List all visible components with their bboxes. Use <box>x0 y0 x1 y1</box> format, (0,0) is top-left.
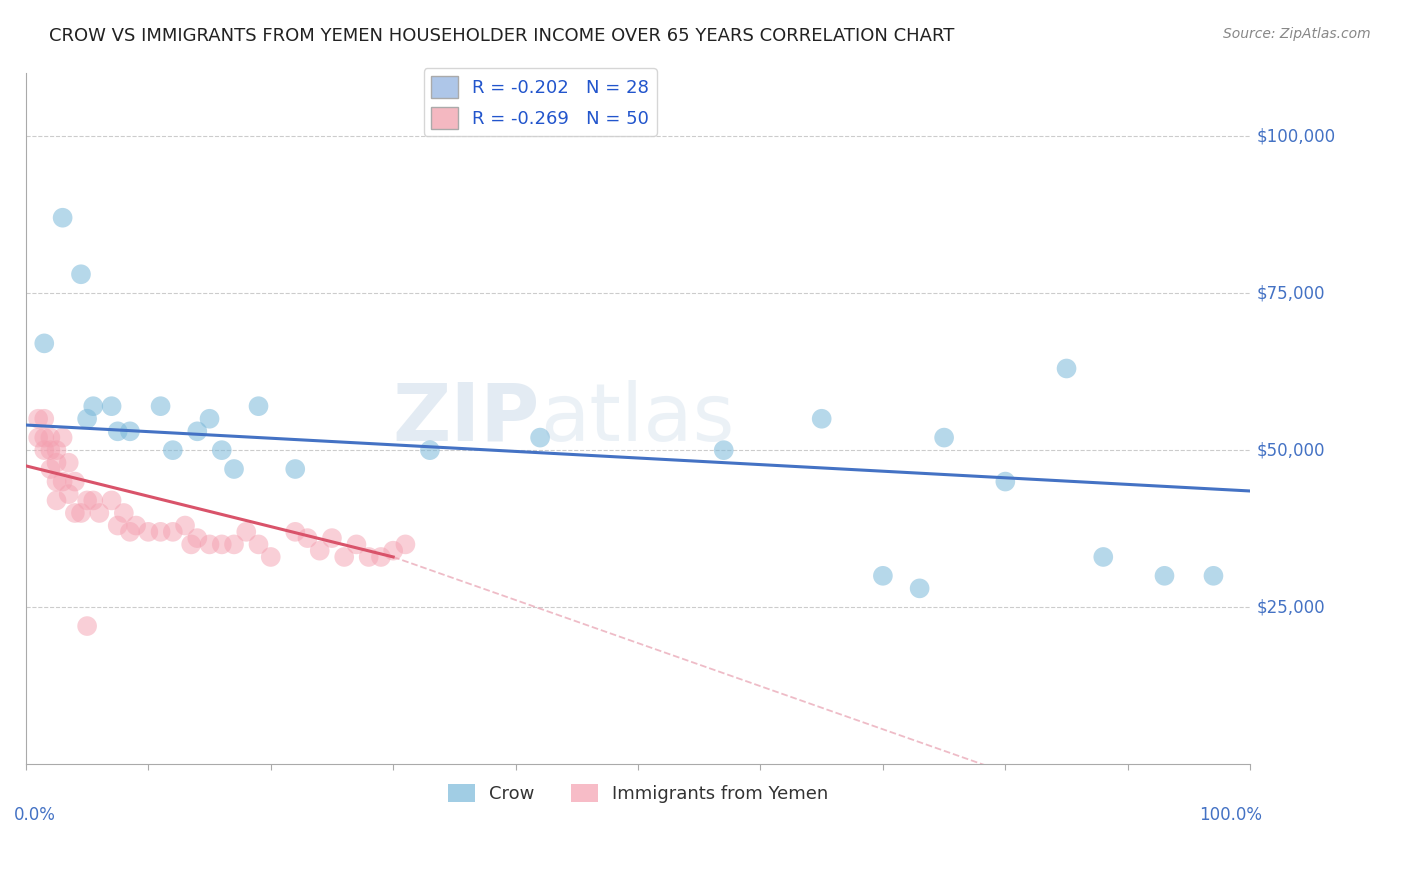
Point <box>162 443 184 458</box>
Point <box>27 431 49 445</box>
Point <box>118 524 141 539</box>
Point <box>32 431 55 445</box>
Point <box>100 493 122 508</box>
Point <box>45 475 67 489</box>
Point <box>27 411 49 425</box>
Text: atlas: atlas <box>540 380 734 458</box>
Point <box>186 531 208 545</box>
Point <box>63 506 86 520</box>
Text: CROW VS IMMIGRANTS FROM YEMEN HOUSEHOLDER INCOME OVER 65 YEARS CORRELATION CHART: CROW VS IMMIGRANTS FROM YEMEN HOUSEHOLDE… <box>49 27 955 45</box>
Point <box>107 425 129 439</box>
Point <box>70 267 93 281</box>
Point <box>872 569 894 583</box>
Point <box>112 506 135 520</box>
Point <box>308 543 330 558</box>
Text: $50,000: $50,000 <box>1257 442 1324 459</box>
Point <box>198 537 221 551</box>
Point <box>321 531 343 545</box>
Point <box>52 431 75 445</box>
Point <box>136 524 159 539</box>
Point <box>45 493 67 508</box>
Point <box>810 411 832 425</box>
Point <box>162 524 184 539</box>
Point <box>394 537 416 551</box>
Point <box>45 443 67 458</box>
Text: Source: ZipAtlas.com: Source: ZipAtlas.com <box>1223 27 1371 41</box>
Point <box>149 524 172 539</box>
Point <box>247 537 270 551</box>
Text: $100,000: $100,000 <box>1257 127 1336 145</box>
Point <box>333 549 356 564</box>
Point <box>39 443 62 458</box>
Point <box>32 336 55 351</box>
Point <box>52 475 75 489</box>
Point <box>52 211 75 225</box>
Point <box>125 518 148 533</box>
Point <box>32 411 55 425</box>
Text: $25,000: $25,000 <box>1257 599 1324 616</box>
Point <box>247 399 270 413</box>
Point <box>198 411 221 425</box>
Point <box>932 431 955 445</box>
Point <box>419 443 441 458</box>
Point <box>70 506 93 520</box>
Point <box>284 524 307 539</box>
Text: 100.0%: 100.0% <box>1199 805 1263 823</box>
Point <box>357 549 380 564</box>
Point <box>260 549 283 564</box>
Point <box>1153 569 1175 583</box>
Point <box>370 549 392 564</box>
Point <box>39 462 62 476</box>
Point <box>994 475 1017 489</box>
Point <box>180 537 202 551</box>
Text: $75,000: $75,000 <box>1257 285 1324 302</box>
Point <box>89 506 111 520</box>
Point <box>100 399 122 413</box>
Point <box>1056 361 1078 376</box>
Point <box>713 443 735 458</box>
Point <box>1092 549 1115 564</box>
Point <box>211 537 233 551</box>
Point <box>82 493 104 508</box>
Point <box>32 443 55 458</box>
Point <box>297 531 319 545</box>
Point <box>222 462 245 476</box>
Point <box>1202 569 1225 583</box>
Point <box>76 411 98 425</box>
Legend: R = -0.202   N = 28, R = -0.269   N = 50: R = -0.202 N = 28, R = -0.269 N = 50 <box>423 69 657 136</box>
Point <box>235 524 257 539</box>
Point <box>76 619 98 633</box>
Text: ZIP: ZIP <box>392 380 540 458</box>
Point <box>76 493 98 508</box>
Point <box>45 456 67 470</box>
Point <box>382 543 405 558</box>
Point <box>284 462 307 476</box>
Point <box>346 537 368 551</box>
Point <box>149 399 172 413</box>
Point <box>39 431 62 445</box>
Point <box>118 425 141 439</box>
Text: 0.0%: 0.0% <box>14 805 55 823</box>
Point <box>186 425 208 439</box>
Point <box>58 487 80 501</box>
Point <box>529 431 551 445</box>
Point <box>82 399 104 413</box>
Point <box>908 582 931 596</box>
Point <box>107 518 129 533</box>
Point <box>211 443 233 458</box>
Point <box>174 518 197 533</box>
Point <box>222 537 245 551</box>
Point <box>63 475 86 489</box>
Point <box>58 456 80 470</box>
